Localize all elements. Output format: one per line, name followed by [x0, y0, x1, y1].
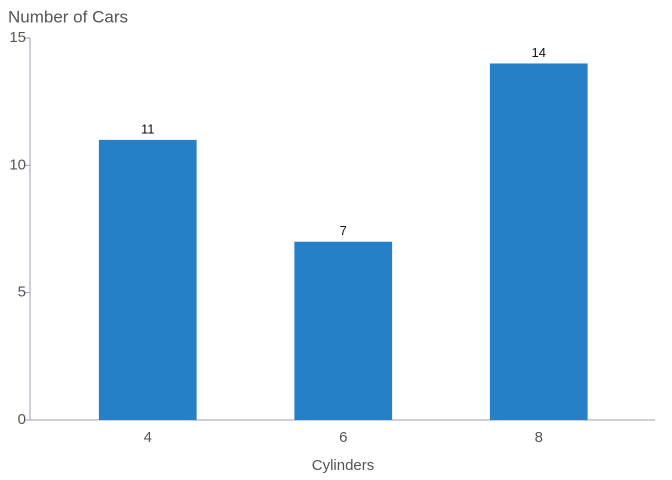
data-label: 11 — [141, 121, 155, 136]
y-tick-label: 10 — [9, 156, 26, 173]
x-axis-title: Cylinders — [312, 457, 375, 474]
data-label: 14 — [532, 45, 546, 60]
y-tick-label: 15 — [9, 29, 26, 46]
bar — [294, 241, 393, 420]
y-tick-label: 5 — [18, 284, 26, 301]
x-tick-label: 4 — [144, 429, 152, 446]
bar — [98, 139, 197, 420]
data-label: 7 — [340, 223, 347, 238]
y-axis-title: Number of Cars — [8, 7, 128, 26]
x-tick-label: 8 — [535, 429, 543, 446]
x-tick-label: 6 — [339, 429, 347, 446]
bar — [489, 63, 588, 420]
y-tick-label: 0 — [18, 411, 26, 428]
